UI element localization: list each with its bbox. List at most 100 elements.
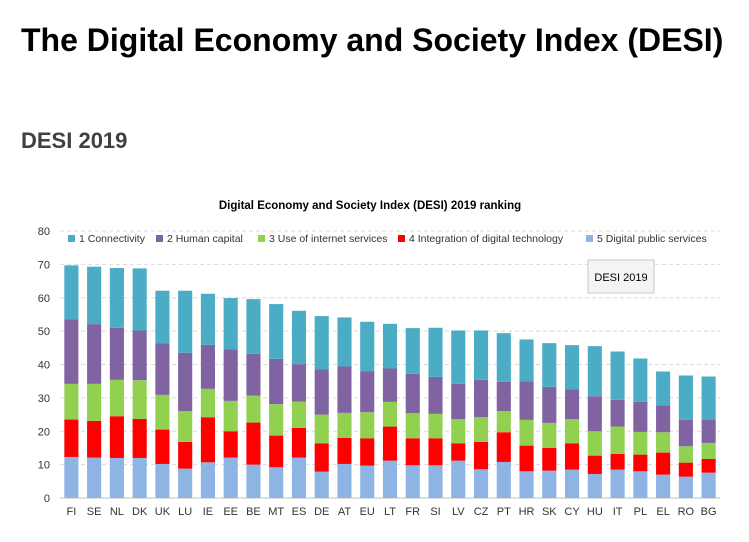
bar-segment: [565, 345, 580, 390]
bar-segment: [610, 399, 625, 427]
bar-segment: [109, 379, 124, 417]
bar-segment: [701, 442, 716, 459]
bar-segment: [64, 265, 79, 320]
x-tick-label: DE: [314, 506, 329, 518]
bar-segment: [519, 471, 534, 498]
y-tick-label: 0: [44, 493, 50, 505]
bar-segment: [610, 426, 625, 454]
bar-segment: [633, 431, 648, 455]
x-tick-label: RO: [678, 506, 695, 518]
legend: 1 Connectivity 2 Human capital 3 Use of in…: [68, 233, 707, 245]
bar-segment: [565, 469, 580, 498]
x-tick-label: SE: [87, 506, 102, 518]
x-tick-label: AT: [338, 506, 352, 518]
x-tick-label: EU: [360, 506, 375, 518]
bar-segment: [678, 476, 693, 498]
legend-label: 5 Digital public services: [597, 233, 707, 245]
bar-segment: [155, 290, 170, 344]
bar-segment: [314, 414, 329, 444]
bar-segment: [656, 405, 671, 433]
bar-segment: [178, 411, 193, 442]
bar-segment: [428, 413, 443, 439]
bar-segment: [314, 369, 329, 415]
page-title: The Digital Economy and Society Index (D…: [21, 22, 724, 58]
x-tick-label: CZ: [474, 506, 489, 518]
x-tick-label: BE: [246, 506, 261, 518]
x-tick-label: BG: [701, 506, 717, 518]
bar-segment: [64, 319, 79, 384]
bar-segment: [223, 298, 238, 350]
bar-segment: [246, 299, 261, 354]
legend-swatch: [68, 235, 75, 242]
legend-swatch: [258, 235, 265, 242]
bar-segment: [87, 383, 102, 421]
bar-segment: [109, 457, 124, 498]
y-tick-label: 20: [38, 426, 50, 438]
bar-segment: [337, 463, 352, 498]
bar-segment: [200, 344, 215, 389]
bar-segment: [269, 435, 284, 468]
x-tick-label: IE: [203, 506, 213, 518]
legend-label: 3 Use of internet services: [269, 233, 387, 245]
chart-title: Digital Economy and Society Index (DESI)…: [219, 200, 521, 212]
bar-segment: [360, 371, 375, 413]
bar-segment: [291, 310, 307, 365]
x-tick-label: HR: [519, 506, 535, 518]
bar-segment: [565, 389, 580, 420]
bar-segment: [337, 412, 352, 438]
bar-segment: [109, 327, 124, 380]
x-tick-label: DK: [132, 506, 148, 518]
bar-segment: [701, 458, 716, 473]
bar-segment: [542, 447, 557, 471]
legend-label: 2 Human capital: [167, 233, 243, 245]
bar-segment: [610, 453, 625, 470]
legend-swatch: [156, 235, 163, 242]
y-tick-label: 70: [38, 259, 50, 271]
bar-segment: [155, 343, 170, 395]
bar-segment: [451, 419, 466, 444]
bar-segment: [178, 290, 193, 353]
bar-segment: [291, 457, 307, 498]
x-tick-label: IT: [613, 506, 623, 518]
bar-segment: [155, 429, 170, 464]
bar-segment: [269, 467, 284, 498]
bar-segment: [178, 352, 193, 412]
bar-segment: [610, 469, 625, 498]
annotation-label: DESI 2019: [594, 272, 647, 284]
bar-segment: [314, 316, 329, 370]
x-axis: FI SE NL DK UK LU IE EE BE MT ES DE AT EU LT FR SI LV CZ PT…: [66, 506, 716, 518]
bars: [64, 265, 716, 498]
bar-segment: [405, 413, 420, 439]
bar-segment: [678, 462, 693, 477]
bar-segment: [496, 333, 511, 382]
x-tick-label: ES: [292, 506, 307, 518]
bar-segment: [382, 401, 398, 427]
bar-segment: [496, 381, 511, 412]
bar-segment: [451, 443, 466, 461]
bar-segment: [451, 460, 466, 498]
bar-segment: [337, 366, 352, 413]
bar-segment: [451, 330, 466, 384]
x-tick-label: LT: [384, 506, 396, 518]
legend-swatch: [398, 235, 405, 242]
bar-segment: [701, 419, 716, 443]
bar-segment: [656, 371, 671, 406]
bar-segment: [314, 471, 329, 498]
bar-segment: [64, 383, 79, 420]
bar-segment: [178, 468, 193, 498]
bar-segment: [473, 469, 489, 498]
x-tick-label: SI: [430, 506, 440, 518]
x-tick-label: LV: [452, 506, 465, 518]
bar-segment: [678, 375, 693, 420]
x-tick-label: HU: [587, 506, 603, 518]
legend-label: 1 Connectivity: [79, 233, 146, 245]
bar-segment: [132, 330, 147, 381]
annotation-box: DESI 2019: [587, 259, 655, 294]
bar-segment: [496, 411, 511, 433]
bar-segment: [87, 266, 102, 325]
bar-segment: [587, 431, 602, 456]
legend-label: 4 Integration of digital technology: [409, 233, 564, 245]
bar-segment: [132, 418, 147, 458]
bar-segment: [246, 464, 261, 498]
x-tick-label: UK: [155, 506, 171, 518]
